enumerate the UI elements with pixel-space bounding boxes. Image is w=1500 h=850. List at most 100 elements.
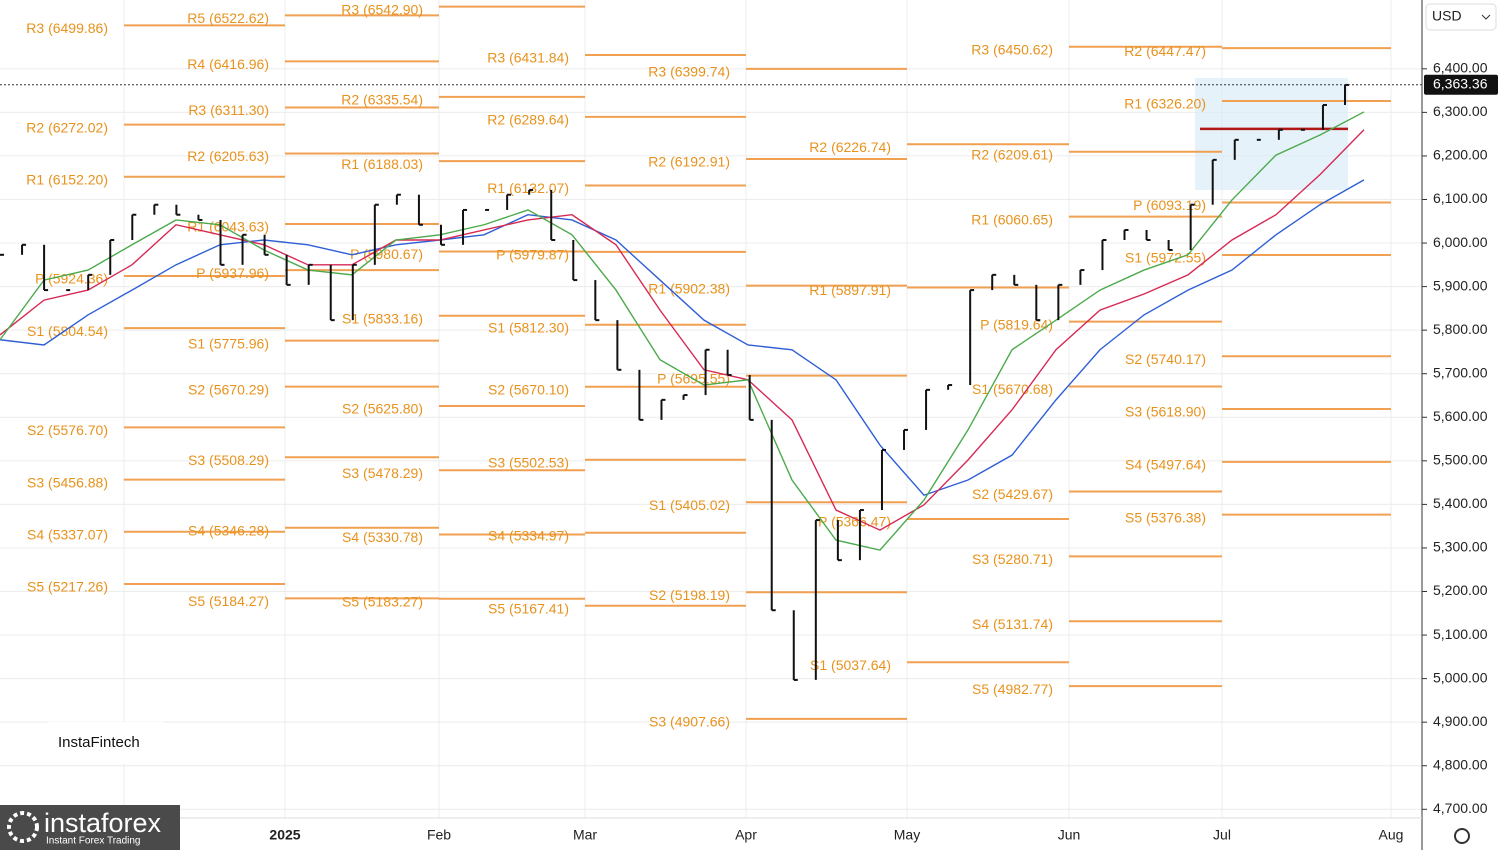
moving-average bbox=[0, 179, 1365, 497]
pivot-label: S4 (5497.64) bbox=[1125, 457, 1206, 473]
y-tick-label: 6,200.00 bbox=[1433, 147, 1488, 163]
pivot-label: R3 (6311.30) bbox=[188, 102, 269, 118]
pivot-label: R1 (5902.38) bbox=[648, 280, 730, 296]
time-axis: 2025 Feb Mar Apr May Jun Jul Aug bbox=[269, 827, 1403, 843]
pivot-label: S3 (5508.29) bbox=[188, 452, 269, 468]
y-tick-label: 5,300.00 bbox=[1433, 539, 1488, 555]
pivot-label: S1 (5037.64) bbox=[810, 657, 891, 673]
pivot-label: S2 (5429.67) bbox=[972, 486, 1053, 502]
logo-box bbox=[0, 805, 180, 850]
pivot-label: S3 (5478.29) bbox=[342, 465, 423, 481]
pivot-label: S1 (5833.16) bbox=[342, 310, 423, 326]
y-tick-label: 4,900.00 bbox=[1433, 713, 1488, 729]
pivot-label: R2 (6205.63) bbox=[187, 148, 269, 164]
x-tick-label: Aug bbox=[1379, 827, 1404, 843]
moving-averages bbox=[0, 111, 1365, 551]
pivot-label: S1 (5804.54) bbox=[27, 323, 108, 339]
x-tick-label: Jun bbox=[1058, 827, 1081, 843]
pivot-label: S5 (5184.27) bbox=[188, 593, 269, 609]
pivot-label: R2 (6209.61) bbox=[971, 146, 1053, 162]
pivot-label: P (5366.47) bbox=[818, 514, 891, 530]
y-tick-label: 6,000.00 bbox=[1433, 234, 1488, 250]
pivot-label: S3 (4907.66) bbox=[649, 714, 730, 730]
pivot-label: R3 (6542.90) bbox=[341, 1, 423, 17]
moving-average bbox=[0, 111, 1365, 551]
pivot-label: R1 (6043.63) bbox=[187, 219, 269, 235]
x-tick-label: Feb bbox=[427, 827, 451, 843]
pivot-label: S4 (5337.07) bbox=[27, 527, 108, 543]
pivot-label: S2 (5625.80) bbox=[342, 401, 423, 417]
y-tick-label: 5,500.00 bbox=[1433, 452, 1488, 468]
pivot-label: R3 (6399.74) bbox=[648, 64, 730, 80]
pivot-label: R3 (6431.84) bbox=[487, 50, 569, 66]
x-tick-label: Jul bbox=[1213, 827, 1231, 843]
pivot-label: S2 (5198.19) bbox=[649, 587, 730, 603]
pivot-label: P (5819.64) bbox=[980, 316, 1053, 332]
pivot-label: S3 (5618.90) bbox=[1125, 404, 1206, 420]
y-tick-label: 5,000.00 bbox=[1433, 669, 1488, 685]
pivot-label: R1 (6060.65) bbox=[971, 211, 1053, 227]
y-tick-label: 5,600.00 bbox=[1433, 408, 1488, 424]
pivot-label: S5 (5183.27) bbox=[342, 593, 423, 609]
pivot-label: R1 (6132.07) bbox=[487, 180, 569, 196]
pivot-label: R1 (6326.20) bbox=[1124, 96, 1206, 112]
x-tick-label: May bbox=[894, 827, 920, 843]
logo-icon bbox=[7, 811, 39, 843]
pivot-label: S1 (5405.02) bbox=[649, 497, 730, 513]
y-tick-label: 4,700.00 bbox=[1433, 800, 1488, 816]
y-tick-label: 4,800.00 bbox=[1433, 756, 1488, 772]
pivot-label: S4 (5346.28) bbox=[188, 522, 269, 538]
pivot-label: S3 (5502.53) bbox=[488, 454, 569, 470]
logo: instaforex bbox=[44, 808, 162, 838]
currency-select[interactable] bbox=[1425, 3, 1497, 31]
pivot-label: S1 (5670.68) bbox=[972, 381, 1053, 397]
pivot-label: S5 (5376.38) bbox=[1125, 509, 1206, 525]
pivot-label: P (5979.87) bbox=[496, 247, 569, 263]
pivot-label: R2 (6192.91) bbox=[648, 154, 730, 170]
chevron bbox=[1481, 14, 1491, 20]
settings-icon[interactable] bbox=[1454, 828, 1470, 844]
pivot-label: S2 (5670.10) bbox=[488, 381, 569, 397]
pivot-label: S2 (5670.29) bbox=[188, 381, 269, 397]
pivot-label: S5 (5217.26) bbox=[27, 579, 108, 595]
pivot-label: R1 (6188.03) bbox=[341, 156, 423, 172]
price-bars bbox=[0, 83, 1422, 681]
pivot-label: R1 (6152.20) bbox=[26, 171, 108, 187]
pivot-label: P (6093.19) bbox=[1133, 197, 1206, 213]
x-tick-label: 2025 bbox=[269, 827, 300, 843]
pivot-label: R2 (6335.54) bbox=[341, 92, 423, 108]
pivot-label: S1 (5812.30) bbox=[488, 320, 569, 336]
price-axis: 4,700.00 4,800.00 4,900.00 5,000.00 5,100.00… bbox=[1422, 60, 1498, 816]
pivot-label: R2 (6289.64) bbox=[487, 112, 569, 128]
pivot-label: S2 (5576.70) bbox=[27, 422, 108, 438]
pivot-label: S1 (5775.96) bbox=[188, 335, 269, 351]
y-tick-label: 6,100.00 bbox=[1433, 190, 1488, 206]
y-tick-label: 5,800.00 bbox=[1433, 321, 1488, 337]
pivot-label: S4 (5131.74) bbox=[972, 616, 1053, 632]
y-tick-label: 5,700.00 bbox=[1433, 364, 1488, 380]
pivot-label: S2 (5740.17) bbox=[1125, 351, 1206, 367]
y-tick-label: 6,400.00 bbox=[1433, 60, 1488, 76]
last-price-label: 6,363.36 bbox=[1433, 75, 1488, 91]
tagline: Instant Forex Trading bbox=[46, 836, 141, 847]
y-tick-label: 5,900.00 bbox=[1433, 277, 1488, 293]
pivot-label: S3 (5280.71) bbox=[972, 551, 1053, 567]
currency: USD bbox=[1432, 8, 1462, 24]
grid bbox=[0, 0, 1422, 818]
volume-profile bbox=[1195, 78, 1348, 190]
y-tick-label: 5,100.00 bbox=[1433, 626, 1488, 642]
pivots: R3 (6499.86) R2 (6272.02) R1 (6152.20) P (5… bbox=[26, 1, 1391, 730]
pivot-label: P (5980.67) bbox=[350, 246, 423, 262]
pivot-label: S3 (5456.88) bbox=[27, 474, 108, 490]
pivot-label: R4 (6416.96) bbox=[187, 56, 269, 72]
pivot-label: S5 (5167.41) bbox=[488, 600, 569, 616]
last-price-tag bbox=[1424, 74, 1498, 95]
y-tick-label: 5,200.00 bbox=[1433, 582, 1488, 598]
pivot-label: R2 (6447.47) bbox=[1124, 43, 1206, 59]
pivot-label: R5 (6522.62) bbox=[187, 10, 269, 26]
pivot-label: S1 (5972.55) bbox=[1125, 250, 1206, 266]
pivot-label: P (5937.96) bbox=[196, 265, 269, 281]
pivot-label: S4 (5334.97) bbox=[488, 527, 569, 543]
